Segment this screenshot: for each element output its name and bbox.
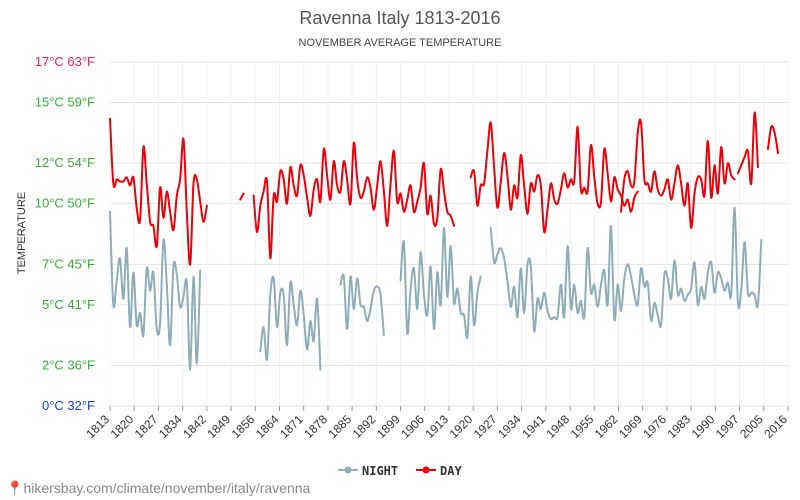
y-tick-label: 2°C 36°F bbox=[42, 358, 95, 373]
day-series-line bbox=[239, 192, 245, 201]
x-tick-label: 1827 bbox=[132, 412, 161, 441]
grid-lines bbox=[109, 61, 789, 407]
day-series-line bbox=[469, 121, 639, 234]
x-tick-label: 1941 bbox=[519, 412, 548, 441]
x-tick-label: 1864 bbox=[253, 412, 282, 441]
y-axis-ticks: 0°C 32°F 2°C 36°F 5°C 41°F 7°C 45°F 10°C 50°… bbox=[35, 54, 95, 413]
source-text: hikersbay.com/climate/november/italy/rav… bbox=[23, 480, 311, 496]
day-series-line bbox=[252, 141, 455, 260]
x-tick-label: 1962 bbox=[592, 412, 621, 441]
y-tick-label: 12°C 54°F bbox=[35, 155, 95, 170]
x-tick-label: 1997 bbox=[713, 412, 742, 441]
x-tick-label: 1892 bbox=[350, 412, 379, 441]
night-series-line bbox=[339, 273, 385, 337]
night-series-line bbox=[109, 210, 202, 371]
x-tick-label: 1983 bbox=[664, 412, 693, 441]
source-link[interactable]: 📍hikersbay.com/climate/november/italy/ra… bbox=[6, 480, 310, 497]
x-tick-label: 1899 bbox=[374, 412, 403, 441]
x-tick-label: 1842 bbox=[180, 412, 209, 441]
x-tick-label: 1927 bbox=[471, 412, 500, 441]
y-tick-label: 7°C 45°F bbox=[42, 256, 95, 271]
x-tick-label: 1834 bbox=[156, 412, 185, 441]
chart-subtitle: NOVEMBER AVERAGE TEMPERATURE bbox=[299, 37, 502, 49]
x-tick-label: 1878 bbox=[301, 412, 330, 441]
y-tick-label: 17°C 63°F bbox=[35, 54, 95, 69]
x-tick-label: 1856 bbox=[229, 412, 258, 441]
legend-day-marker bbox=[422, 466, 430, 474]
chart-title: Ravenna Italy 1813-2016 bbox=[299, 8, 500, 28]
y-tick-label: 15°C 59°F bbox=[35, 94, 95, 109]
day-series bbox=[109, 111, 779, 266]
day-series-line bbox=[767, 124, 779, 155]
day-series-line bbox=[736, 111, 759, 186]
x-tick-label: 1820 bbox=[108, 412, 137, 441]
night-series bbox=[109, 206, 763, 371]
x-tick-label: 1906 bbox=[398, 412, 427, 441]
day-series-line bbox=[109, 117, 208, 266]
x-tick-label: 1990 bbox=[689, 412, 718, 441]
legend-day-label: DAY bbox=[440, 464, 462, 478]
night-series-line bbox=[399, 226, 482, 340]
legend[interactable]: NIGHT DAY bbox=[338, 464, 462, 478]
location-pin-icon: 📍 bbox=[6, 480, 24, 496]
legend-night-marker bbox=[344, 466, 352, 474]
legend-item-day[interactable]: DAY bbox=[416, 464, 462, 478]
legend-item-night[interactable]: NIGHT bbox=[338, 464, 398, 478]
legend-night-label: NIGHT bbox=[362, 464, 398, 478]
night-series-line bbox=[259, 275, 322, 371]
x-tick-label: 1813 bbox=[83, 412, 112, 441]
x-tick-label: 1913 bbox=[422, 412, 451, 441]
x-tick-label: 1934 bbox=[495, 412, 524, 441]
x-tick-label: 2016 bbox=[761, 412, 790, 441]
x-tick-label: 2005 bbox=[737, 412, 766, 441]
x-tick-label: 1976 bbox=[640, 412, 669, 441]
y-tick-label: 0°C 32°F bbox=[42, 398, 95, 413]
x-tick-label: 1969 bbox=[616, 412, 645, 441]
x-axis-ticks: 1813182018271834184218491856186418711878… bbox=[83, 406, 790, 441]
x-tick-label: 1920 bbox=[447, 412, 476, 441]
x-tick-label: 1955 bbox=[568, 412, 597, 441]
x-tick-label: 1948 bbox=[543, 412, 572, 441]
x-tick-label: 1885 bbox=[325, 412, 354, 441]
y-tick-label: 5°C 41°F bbox=[42, 297, 95, 312]
night-series-line bbox=[489, 206, 763, 333]
x-tick-label: 1871 bbox=[277, 412, 306, 441]
y-tick-label: 10°C 50°F bbox=[35, 196, 95, 211]
x-tick-label: 1849 bbox=[204, 412, 233, 441]
day-series-line bbox=[620, 118, 736, 229]
y-axis-label: TEMPERATURE bbox=[16, 192, 28, 274]
